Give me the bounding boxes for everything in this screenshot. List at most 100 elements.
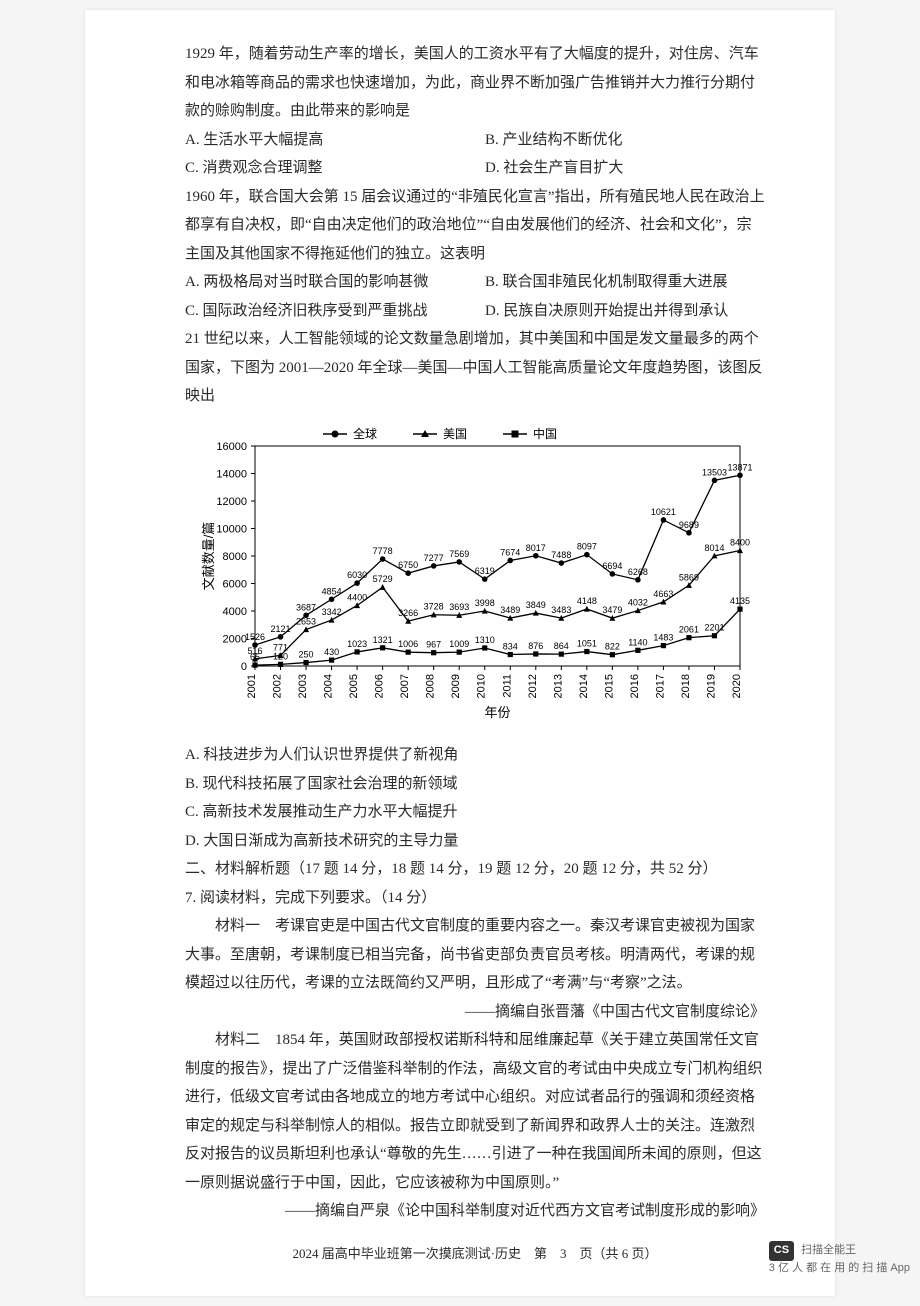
app-watermark: CS 扫描全能王 3 亿 人 都 在 用 的 扫 描 App (769, 1241, 910, 1276)
svg-text:7674: 7674 (500, 547, 520, 557)
exam-page: 1929 年，随着劳动生产率的增长，美国人的工资水平有了大幅度的提升，对住房、汽… (85, 10, 835, 1296)
watermark-title: 扫描全能王 (801, 1244, 856, 1256)
q1-opt-c: C. 消费观念合理调整 (185, 154, 465, 183)
q17-material2: 材料二 1854 年，英国财政部授权诺斯科特和屈维廉起草《关于建立英国常任文官制… (185, 1026, 765, 1197)
svg-text:1526: 1526 (245, 632, 265, 642)
svg-text:120: 120 (273, 651, 288, 661)
svg-text:8400: 8400 (730, 537, 750, 547)
svg-text:16000: 16000 (216, 441, 247, 453)
svg-text:2020: 2020 (731, 674, 743, 698)
svg-text:10621: 10621 (651, 506, 676, 516)
section2-header: 二、材料解析题（17 题 14 分，18 题 14 分，19 题 12 分，20… (185, 855, 765, 884)
svg-text:10000: 10000 (216, 523, 247, 535)
svg-text:全球: 全球 (353, 426, 377, 441)
svg-text:13871: 13871 (727, 462, 752, 472)
svg-text:4135: 4135 (730, 596, 750, 606)
svg-text:2653: 2653 (296, 616, 316, 626)
svg-text:65: 65 (250, 652, 260, 662)
svg-text:2002: 2002 (272, 674, 284, 698)
svg-text:1321: 1321 (373, 634, 393, 644)
svg-text:7488: 7488 (551, 550, 571, 560)
q1-opt-b: B. 产业结构不断优化 (485, 126, 765, 155)
svg-text:2009: 2009 (450, 674, 462, 698)
svg-text:2007: 2007 (399, 674, 411, 698)
svg-text:3728: 3728 (424, 601, 444, 611)
q2-stem: 1960 年，联合国大会第 15 届会议通过的“非殖民化宣言”指出，所有殖民地人… (185, 183, 765, 269)
svg-text:2014: 2014 (578, 674, 590, 698)
chart-svg: 0200040006000800010000120001400016000文献数… (195, 421, 755, 721)
svg-text:14000: 14000 (216, 468, 247, 480)
q3-opt-c: C. 高新技术发展推动生产力水平大幅提升 (185, 798, 765, 827)
svg-text:1023: 1023 (347, 638, 367, 648)
svg-text:967: 967 (426, 639, 441, 649)
svg-text:8000: 8000 (223, 551, 247, 563)
q17-head: 7. 阅读材料，完成下列要求。（14 分） (185, 884, 765, 913)
q3-opt-b: B. 现代科技拓展了国家社会治理的新领域 (185, 770, 765, 799)
svg-text:3483: 3483 (551, 605, 571, 615)
svg-text:1009: 1009 (449, 639, 469, 649)
svg-text:1483: 1483 (653, 632, 673, 642)
svg-text:3849: 3849 (526, 600, 546, 610)
svg-text:12000: 12000 (216, 496, 247, 508)
svg-text:3479: 3479 (602, 605, 622, 615)
svg-text:2016: 2016 (629, 674, 641, 698)
q2-opt-c: C. 国际政治经济旧秩序受到严重挑战 (185, 297, 465, 326)
svg-text:6030: 6030 (347, 570, 367, 580)
svg-text:2008: 2008 (425, 674, 437, 698)
svg-text:13503: 13503 (702, 467, 727, 477)
svg-text:4854: 4854 (322, 586, 342, 596)
svg-text:2012: 2012 (527, 674, 539, 698)
watermark-sub: 3 亿 人 都 在 用 的 扫 描 App (769, 1261, 910, 1276)
q17-material1: 材料一 考课官吏是中国古代文官制度的重要内容之一。秦汉考课官吏被视为国家大事。至… (185, 912, 765, 998)
svg-text:6319: 6319 (475, 566, 495, 576)
svg-text:0: 0 (241, 661, 247, 673)
svg-text:3489: 3489 (500, 605, 520, 615)
svg-text:864: 864 (554, 641, 569, 651)
svg-text:6750: 6750 (398, 560, 418, 570)
svg-text:3687: 3687 (296, 602, 316, 612)
svg-text:7277: 7277 (424, 552, 444, 562)
svg-text:6694: 6694 (602, 560, 622, 570)
svg-text:8097: 8097 (577, 541, 597, 551)
svg-text:5729: 5729 (373, 574, 393, 584)
q17-material1-source: ——摘编自张晋藩《中国古代文官制度综论》 (185, 998, 765, 1027)
svg-text:9689: 9689 (679, 519, 699, 529)
svg-text:2018: 2018 (680, 674, 692, 698)
svg-text:2006: 2006 (374, 674, 386, 698)
svg-text:2061: 2061 (679, 624, 699, 634)
svg-text:2011: 2011 (501, 674, 513, 698)
svg-text:430: 430 (324, 647, 339, 657)
svg-text:中国: 中国 (533, 426, 557, 441)
q1-opt-a: A. 生活水平大幅提高 (185, 126, 465, 155)
q2-options: A. 两极格局对当时联合国的影响甚微 B. 联合国非殖民化机制取得重大进展 C.… (185, 268, 765, 325)
svg-text:250: 250 (299, 649, 314, 659)
q1-stem: 1929 年，随着劳动生产率的增长，美国人的工资水平有了大幅度的提升，对住房、汽… (185, 40, 765, 126)
svg-text:2004: 2004 (323, 674, 335, 698)
svg-text:1140: 1140 (628, 637, 647, 647)
svg-text:2121: 2121 (271, 623, 291, 633)
svg-text:1006: 1006 (398, 639, 418, 649)
svg-text:4000: 4000 (223, 606, 247, 618)
svg-text:5869: 5869 (679, 572, 699, 582)
svg-text:4032: 4032 (628, 597, 648, 607)
svg-text:2017: 2017 (654, 674, 666, 698)
svg-text:3693: 3693 (449, 602, 469, 612)
q17-material2-source: ——摘编自严泉《论中国科举制度对近代西方文官考试制度形成的影响》 (185, 1197, 765, 1226)
q1-options: A. 生活水平大幅提高 B. 产业结构不断优化 C. 消费观念合理调整 D. 社… (185, 126, 765, 183)
svg-text:2001: 2001 (246, 674, 258, 698)
q3-stem: 21 世纪以来，人工智能领域的论文数量急剧增加，其中美国和中国是发文量最多的两个… (185, 325, 765, 411)
svg-text:6268: 6268 (628, 566, 648, 576)
svg-text:文献数量/篇: 文献数量/篇 (201, 521, 216, 590)
q3-opt-d: D. 大国日渐成为高新技术研究的主导力量 (185, 827, 765, 856)
svg-text:7569: 7569 (449, 548, 469, 558)
q1-opt-d: D. 社会生产盲目扩大 (485, 154, 765, 183)
svg-text:4400: 4400 (347, 592, 367, 602)
ai-papers-chart: 0200040006000800010000120001400016000文献数… (185, 421, 765, 732)
svg-text:4148: 4148 (577, 595, 597, 605)
svg-text:8017: 8017 (526, 542, 546, 552)
svg-text:2015: 2015 (603, 674, 615, 698)
svg-text:1051: 1051 (577, 638, 597, 648)
page-footer: 2024 届高中毕业班第一次摸底测试·历史 第 3 页（共 6 页） (185, 1242, 765, 1267)
svg-text:2000: 2000 (223, 633, 247, 645)
watermark-badge: CS (769, 1241, 794, 1260)
